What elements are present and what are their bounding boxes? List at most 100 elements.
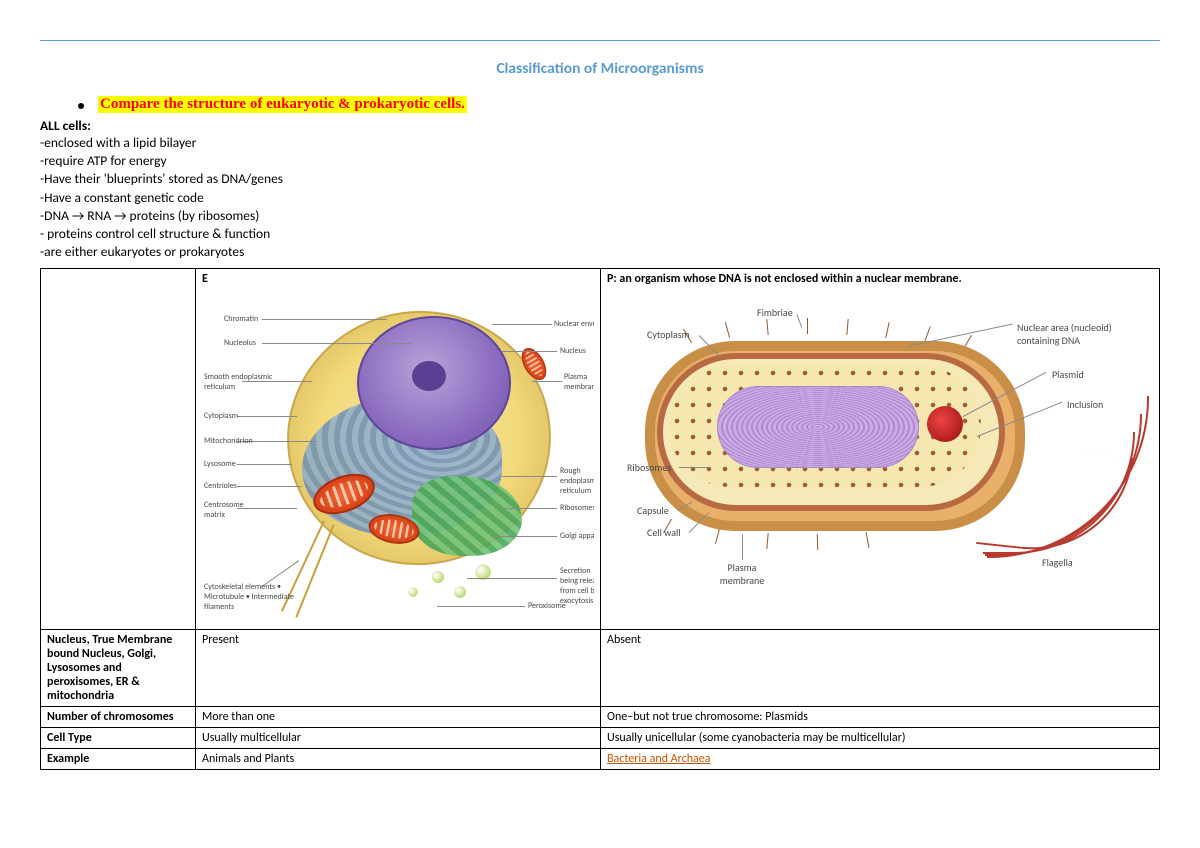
empty-corner [41,268,196,629]
prok-label-fimbriae: Fimbriae [757,306,793,319]
prok-fimbria [817,534,819,550]
leader [502,508,557,509]
prok-fimbria [885,322,889,338]
prok-fimbria [715,528,720,544]
leader [467,578,557,579]
euk-vesicle [432,571,444,583]
cell-p: Absent [601,629,1160,706]
euk-label-ser: Smooth endoplasmic reticulum [204,372,274,392]
cell-e: Usually multicellular [196,727,601,748]
prok-label-ribosomes: Ribosomes [627,461,671,474]
all-cells-list: -enclosed with a lipid bilayer -require … [40,134,1160,262]
euk-label-mito: Mitochondrion [204,436,253,446]
leader [907,323,1013,346]
euk-label-plasma: Plasma membrane [564,372,594,392]
euk-label-cytoplasm: Cytoplasm [204,411,238,421]
prok-label-nucleoid: Nuclear area (nucleoid) containing DNA [1017,321,1127,347]
col-p-header: P: an organism whose DNA is not enclosed… [607,272,1153,286]
euk-label-centrioles: Centrioles [204,481,237,491]
table-row: Number of chromosomes More than one One–… [41,706,1160,727]
prok-label-capsule: Capsule [637,504,669,517]
prok-flagellum [976,442,1133,559]
bullet-icon [78,103,84,109]
table-row: Example Animals and Plants Bacteria and … [41,748,1160,769]
euk-label-nucleus: Nucleus [560,346,586,356]
prok-label-cellwall: Cell wall [647,526,681,539]
all-cells-heading: ALL cells: [40,117,1160,134]
euk-label-envelope: Nuclear envelope [554,319,594,329]
prok-fimbria [725,322,730,338]
prok-label-inclusion: Inclusion [1067,398,1103,411]
leader [237,416,297,417]
cell-e: More than one [196,706,601,727]
cell-point: -are either eukaryotes or prokaryotes [40,243,1160,261]
prok-fimbria [766,533,768,549]
cell-point: -require ATP for energy [40,152,1160,170]
euk-vesicle [408,587,418,597]
row-label: Number of chromosomes [41,706,196,727]
euk-label-ribosomes: Ribosomes [560,503,594,513]
leader [437,606,525,607]
prok-fimbria [924,326,930,341]
euk-vesicle [454,586,466,598]
leader [532,381,562,382]
eukaryote-diagram: Chromatin Nucleolus Smooth endoplasmic r… [202,286,594,626]
leader [237,486,302,487]
euk-label-nucleolus: Nucleolus [224,338,256,348]
cell-p: One–but not true chromosome: Plasmids [601,706,1160,727]
prok-fimbria [766,319,768,335]
euk-label-centrosome: Centrosome matrix [204,500,254,520]
leader [492,324,552,325]
cell-e: Present [196,629,601,706]
document-page: Classification of Microorganisms Compare… [0,0,1200,790]
prok-plasmid [927,406,963,442]
prok-label-plasma: Plasma membrane [717,561,767,587]
prokaryote-diagram: Cytoplasm Fimbriae Nuclear area (nucleoi… [607,286,1153,596]
prok-fimbria [866,532,870,548]
leader [262,319,387,320]
leader [492,536,557,537]
cell-p: Usually unicellular (some cyanobacteria … [601,727,1160,748]
prok-label-cytoplasm: Cytoplasm [647,328,690,341]
euk-label-lys: Lysosome [204,459,236,469]
cell-p: Bacteria and Archaea [601,748,1160,769]
euk-label-cytoskel: Cytoskeletal elements • Microtubule • In… [204,582,294,612]
leader [502,351,557,352]
euk-label-rer: Rough endoplasmic reticulum [560,466,594,496]
cell-point: -Have their 'blueprints' stored as DNA/g… [40,170,1160,188]
row-label: Nucleus, True Membrane bound Nucleus, Go… [41,629,196,706]
top-rule [40,40,1160,41]
row-label: Cell Type [41,727,196,748]
euk-label-secretion: Secretion being released from cell by ex… [560,566,594,606]
cell-e: Animals and Plants [196,748,601,769]
leader [797,314,803,327]
comparison-table: E [40,268,1160,770]
euk-nucleolus [412,361,446,391]
bacteria-archaea-link[interactable]: Bacteria and Archaea [607,752,710,766]
leader [262,343,412,344]
leader [742,534,743,560]
euk-label-chromatin: Chromatin [224,314,258,324]
row-label: Example [41,748,196,769]
page-title: Classification of Microorganisms [40,59,1160,78]
learning-objective: Compare the structure of eukaryotic & pr… [98,96,467,113]
prok-nucleoid [717,386,919,468]
euk-label-peroxisome: Peroxisome [528,601,566,611]
cell-point: - proteins control cell structure & func… [40,225,1160,243]
table-row: Nucleus, True Membrane bound Nucleus, Go… [41,629,1160,706]
euk-label-golgi: Golgi apparatus [560,531,594,541]
cell-point: -Have a constant genetic code [40,189,1160,207]
cell-point: -DNA → RNA → proteins (by ribosomes) [40,207,1160,225]
prok-fimbria [846,319,848,335]
col-p: P: an organism whose DNA is not enclosed… [601,268,1160,629]
prok-fimbria [807,318,808,334]
col-e-header: E [202,272,594,286]
table-row: Cell Type Usually multicellular Usually … [41,727,1160,748]
prok-label-plasmid: Plasmid [1052,368,1084,381]
lo-bullet-row: Compare the structure of eukaryotic & pr… [78,96,1160,113]
prok-label-flagella: Flagella [1042,556,1073,569]
leader [502,476,557,477]
leader [237,464,292,465]
col-e: E [196,268,601,629]
cell-point: -enclosed with a lipid bilayer [40,134,1160,152]
